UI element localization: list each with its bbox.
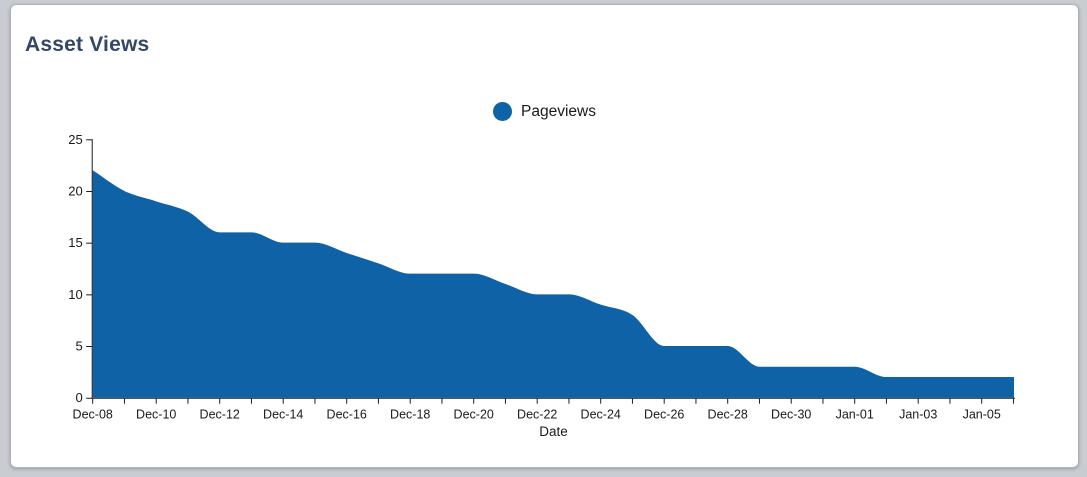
x-tick-label: Dec-12 bbox=[200, 408, 240, 422]
x-tick-label: Dec-16 bbox=[327, 408, 367, 422]
pageviews-legend-swatch-icon bbox=[493, 102, 513, 121]
y-tick-label: 20 bbox=[68, 183, 82, 198]
pageviews-legend-label: Pageviews bbox=[521, 102, 596, 120]
x-tick-label: Jan-01 bbox=[836, 408, 874, 422]
x-tick-label: Jan-05 bbox=[963, 408, 1001, 422]
y-tick-label: 15 bbox=[68, 235, 82, 250]
x-tick-label: Dec-10 bbox=[136, 408, 176, 422]
x-tick-label: Dec-22 bbox=[517, 408, 557, 422]
pageviews-area-chart: 0 5 10 15 20 25 Dec-08 Dec-10 Dec-12 Dec-14 Dec-16… bbox=[68, 132, 1015, 422]
y-tick-label: 25 bbox=[68, 132, 82, 147]
asset-views-card: Asset Views Pageviews 0 5 10 15 20 25 Dec-08 De… bbox=[10, 4, 1079, 468]
x-tick-label: Dec-18 bbox=[390, 408, 430, 422]
x-axis-title: Date bbox=[539, 424, 568, 439]
x-tick-label: Jan-03 bbox=[899, 408, 937, 422]
x-tick-label: Dec-28 bbox=[708, 408, 748, 422]
x-tick-label: Dec-14 bbox=[263, 408, 303, 422]
y-tick-label: 10 bbox=[68, 287, 82, 302]
x-tick-label: Dec-24 bbox=[581, 408, 621, 422]
chart-legend[interactable]: Pageviews bbox=[11, 102, 1078, 121]
x-tick-label: Dec-26 bbox=[644, 408, 684, 422]
y-tick-label: 0 bbox=[75, 390, 82, 405]
y-tick-label: 5 bbox=[75, 339, 82, 354]
x-tick-label: Dec-08 bbox=[73, 408, 113, 422]
pageviews-area-series bbox=[92, 170, 1014, 398]
x-tick-label: Dec-30 bbox=[771, 408, 811, 422]
card-title: Asset Views bbox=[25, 33, 150, 56]
x-tick-label: Dec-20 bbox=[454, 408, 494, 422]
